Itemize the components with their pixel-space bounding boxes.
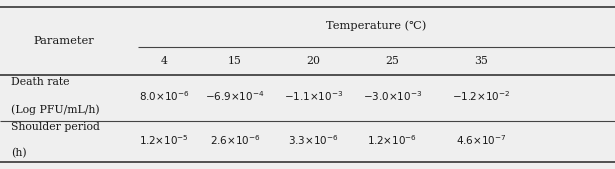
Text: $1.2{\times}10^{-6}$: $1.2{\times}10^{-6}$ [367, 133, 418, 147]
Text: Temperature (℃): Temperature (℃) [327, 20, 427, 31]
Text: $3.3{\times}10^{-6}$: $3.3{\times}10^{-6}$ [288, 133, 339, 147]
Text: Death rate: Death rate [11, 77, 69, 87]
Text: $4.6{\times}10^{-7}$: $4.6{\times}10^{-7}$ [456, 133, 506, 147]
Text: $-1.2{\times}10^{-2}$: $-1.2{\times}10^{-2}$ [451, 89, 510, 103]
Text: 25: 25 [386, 56, 399, 66]
Text: 35: 35 [474, 56, 488, 66]
Text: $1.2{\times}10^{-5}$: $1.2{\times}10^{-5}$ [139, 133, 189, 147]
Text: Parameter: Parameter [33, 36, 93, 46]
Text: 15: 15 [228, 56, 242, 66]
Text: $-6.9{\times}10^{-4}$: $-6.9{\times}10^{-4}$ [205, 89, 264, 103]
Text: Shoulder period: Shoulder period [11, 122, 100, 132]
Text: $-3.0{\times}10^{-3}$: $-3.0{\times}10^{-3}$ [363, 89, 422, 103]
Text: (Log PFU/mL/h): (Log PFU/mL/h) [11, 105, 100, 115]
Text: (h): (h) [11, 148, 26, 159]
Text: 4: 4 [161, 56, 168, 66]
Text: $2.6{\times}10^{-6}$: $2.6{\times}10^{-6}$ [210, 133, 260, 147]
Text: $8.0{\times}10^{-6}$: $8.0{\times}10^{-6}$ [139, 89, 189, 103]
Text: $-1.1{\times}10^{-3}$: $-1.1{\times}10^{-3}$ [284, 89, 343, 103]
Text: 20: 20 [307, 56, 320, 66]
